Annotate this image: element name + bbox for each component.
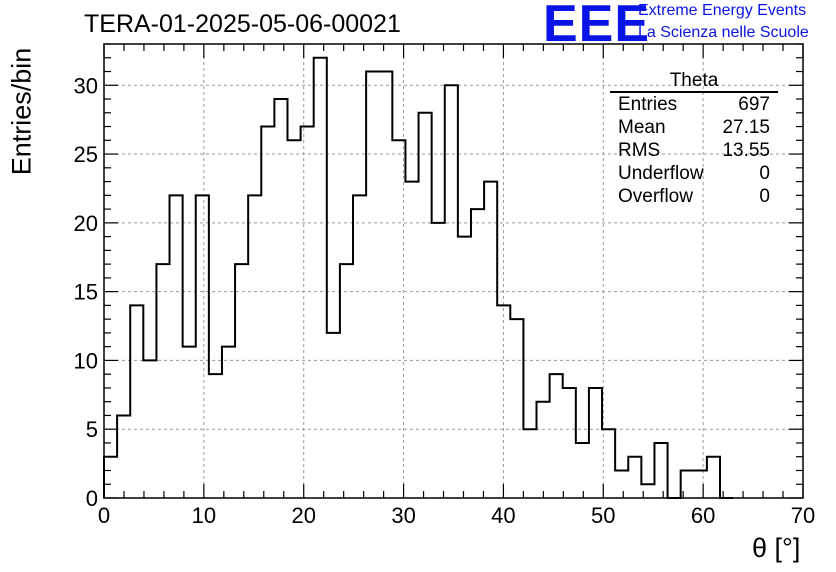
stats-value: 0 <box>759 163 770 184</box>
stats-value: 13.55 <box>722 140 770 161</box>
y-tick-label: 10 <box>74 348 98 373</box>
stats-row: Underflow 0 <box>610 162 778 185</box>
logo-line-2: La Scienza nelle Scuole <box>638 24 809 41</box>
stats-row: Entries 697 <box>610 93 778 116</box>
stats-label: Overflow <box>618 186 693 207</box>
stats-label: Underflow <box>618 163 704 184</box>
stats-value: 27.15 <box>722 117 770 138</box>
stats-value: 697 <box>738 94 770 115</box>
stats-title: Theta <box>610 71 778 93</box>
y-tick-label: 30 <box>74 73 98 98</box>
axis-ticks <box>103 43 804 499</box>
y-tick-label: 25 <box>74 142 98 167</box>
x-tick-label: 60 <box>691 503 715 528</box>
x-tick-label: 50 <box>591 503 615 528</box>
y-axis-title: Entries/bin <box>6 47 37 176</box>
y-tick-label: 15 <box>74 280 98 305</box>
stats-row: Mean 27.15 <box>610 116 778 139</box>
x-tick-label: 20 <box>291 503 315 528</box>
stats-row: Overflow 0 <box>610 185 778 208</box>
stats-box: Theta Entries 697 Mean 27.15 RMS 13.55 U… <box>610 71 778 208</box>
grid-lines <box>104 44 803 498</box>
stats-label: RMS <box>618 140 661 161</box>
logo-line-1: Extreme Energy Events <box>638 2 807 19</box>
y-tick-label: 0 <box>86 486 98 511</box>
plot-frame <box>103 43 804 499</box>
x-tick-label: 70 <box>791 503 815 528</box>
stats-value: 0 <box>759 186 770 207</box>
x-tick-label: 40 <box>491 503 515 528</box>
x-tick-label: 0 <box>98 503 110 528</box>
logo-mark: EEE <box>543 0 651 53</box>
y-tick-label: 20 <box>74 211 98 236</box>
stats-label: Entries <box>618 94 678 115</box>
tick-labels: 0 10 20 30 40 50 60 70 0 5 10 15 20 25 30 <box>74 73 816 528</box>
chart-title: TERA-01-2025-05-06-00021 <box>84 10 401 38</box>
stats-row: RMS 13.55 <box>610 139 778 162</box>
y-tick-label: 5 <box>86 417 98 442</box>
stats-label: Mean <box>618 117 666 138</box>
x-tick-label: 30 <box>391 503 415 528</box>
x-axis-title: θ [°] <box>752 533 801 563</box>
histogram-series <box>103 56 734 499</box>
x-tick-label: 10 <box>192 503 216 528</box>
